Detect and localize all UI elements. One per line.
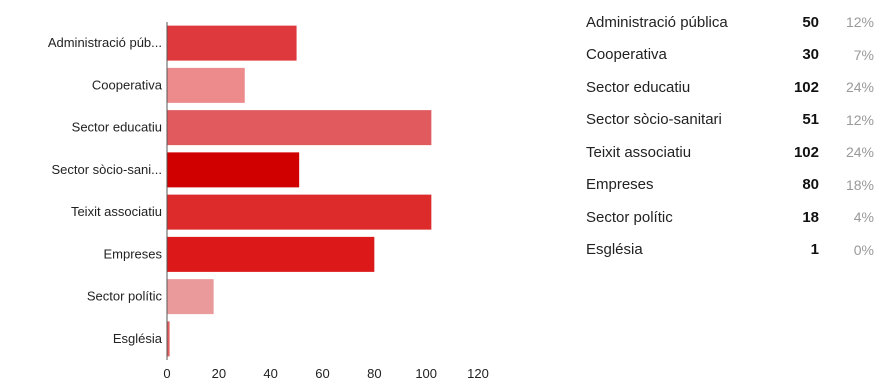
- summary-table: Administració pública 50 12% Cooperativa 30 7…: [580, 6, 874, 266]
- summary-category: Teixit associatiu: [586, 143, 692, 161]
- summary-count: 51: [802, 111, 819, 129]
- summary-row: Teixit associatiu 102 24%: [580, 136, 874, 169]
- category-label: Teixit associatiu: [71, 204, 162, 219]
- bar-chart: Administració púb... Cooperativa Sector ed…: [48, 22, 489, 380]
- summary-category: Església: [586, 241, 643, 259]
- summary-category: Sector sòcio-sanitari: [586, 111, 722, 129]
- x-tick-label: 0: [163, 366, 170, 380]
- summary-count: 80: [802, 176, 819, 194]
- summary-percent: 24%: [845, 144, 874, 161]
- category-label: Sector sòcio-sani...: [51, 162, 162, 177]
- summary-row: Sector sòcio-sanitari 51 12%: [580, 104, 874, 137]
- x-tick-label: 80: [367, 366, 381, 380]
- x-tick-label: 60: [315, 366, 329, 380]
- category-labels: Administració púb... Cooperativa Sector ed…: [48, 35, 163, 346]
- category-label: Sector educatiu: [72, 120, 162, 135]
- category-label: Administració púb...: [48, 35, 162, 50]
- x-tick-label: 20: [212, 366, 226, 380]
- bar-6: [167, 279, 214, 315]
- summary-category: Sector educatiu: [586, 78, 691, 96]
- bar-4: [167, 194, 432, 230]
- summary-category: Empreses: [586, 176, 654, 194]
- bar-7: [167, 321, 170, 357]
- category-label: Sector polític: [87, 289, 163, 304]
- summary-count: 102: [793, 143, 819, 161]
- summary-count: 50: [802, 13, 819, 31]
- category-label: Església: [113, 331, 163, 346]
- summary-percent: 18%: [845, 176, 874, 193]
- x-axis-ticks: 0 20 40 60 80 100 120: [163, 366, 488, 380]
- summary-percent: 7%: [853, 46, 874, 63]
- x-tick-label: 40: [263, 366, 277, 380]
- summary-count: 30: [802, 46, 819, 64]
- summary-category: Cooperativa: [586, 46, 667, 64]
- summary-row: Sector polític 18 4%: [580, 201, 874, 234]
- summary-row: Administració pública 50 12%: [580, 6, 874, 39]
- summary-percent: 12%: [845, 111, 874, 128]
- summary-percent: 24%: [845, 79, 874, 96]
- bar-5: [167, 236, 375, 272]
- summary-row: Cooperativa 30 7%: [580, 39, 874, 72]
- summary-row: Empreses 80 18%: [580, 169, 874, 202]
- summary-row: Sector educatiu 102 24%: [580, 71, 874, 104]
- bar-0: [167, 25, 297, 61]
- bar-3: [167, 152, 300, 188]
- summary-percent: 12%: [845, 14, 874, 31]
- bar-2: [167, 110, 432, 146]
- category-label: Cooperativa: [92, 77, 163, 92]
- category-label: Empreses: [103, 246, 162, 261]
- summary-count: 1: [810, 241, 819, 259]
- summary-category: Administració pública: [586, 13, 728, 31]
- summary-percent: 4%: [853, 209, 874, 226]
- x-tick-label: 120: [467, 366, 489, 380]
- summary-percent: 0%: [853, 241, 874, 258]
- bars-group: [167, 25, 432, 357]
- summary-category: Sector polític: [586, 208, 673, 226]
- summary-row: Església 1 0%: [580, 234, 874, 267]
- x-tick-label: 100: [415, 366, 437, 380]
- bar-1: [167, 67, 245, 103]
- summary-count: 102: [793, 78, 819, 96]
- summary-count: 18: [802, 208, 819, 226]
